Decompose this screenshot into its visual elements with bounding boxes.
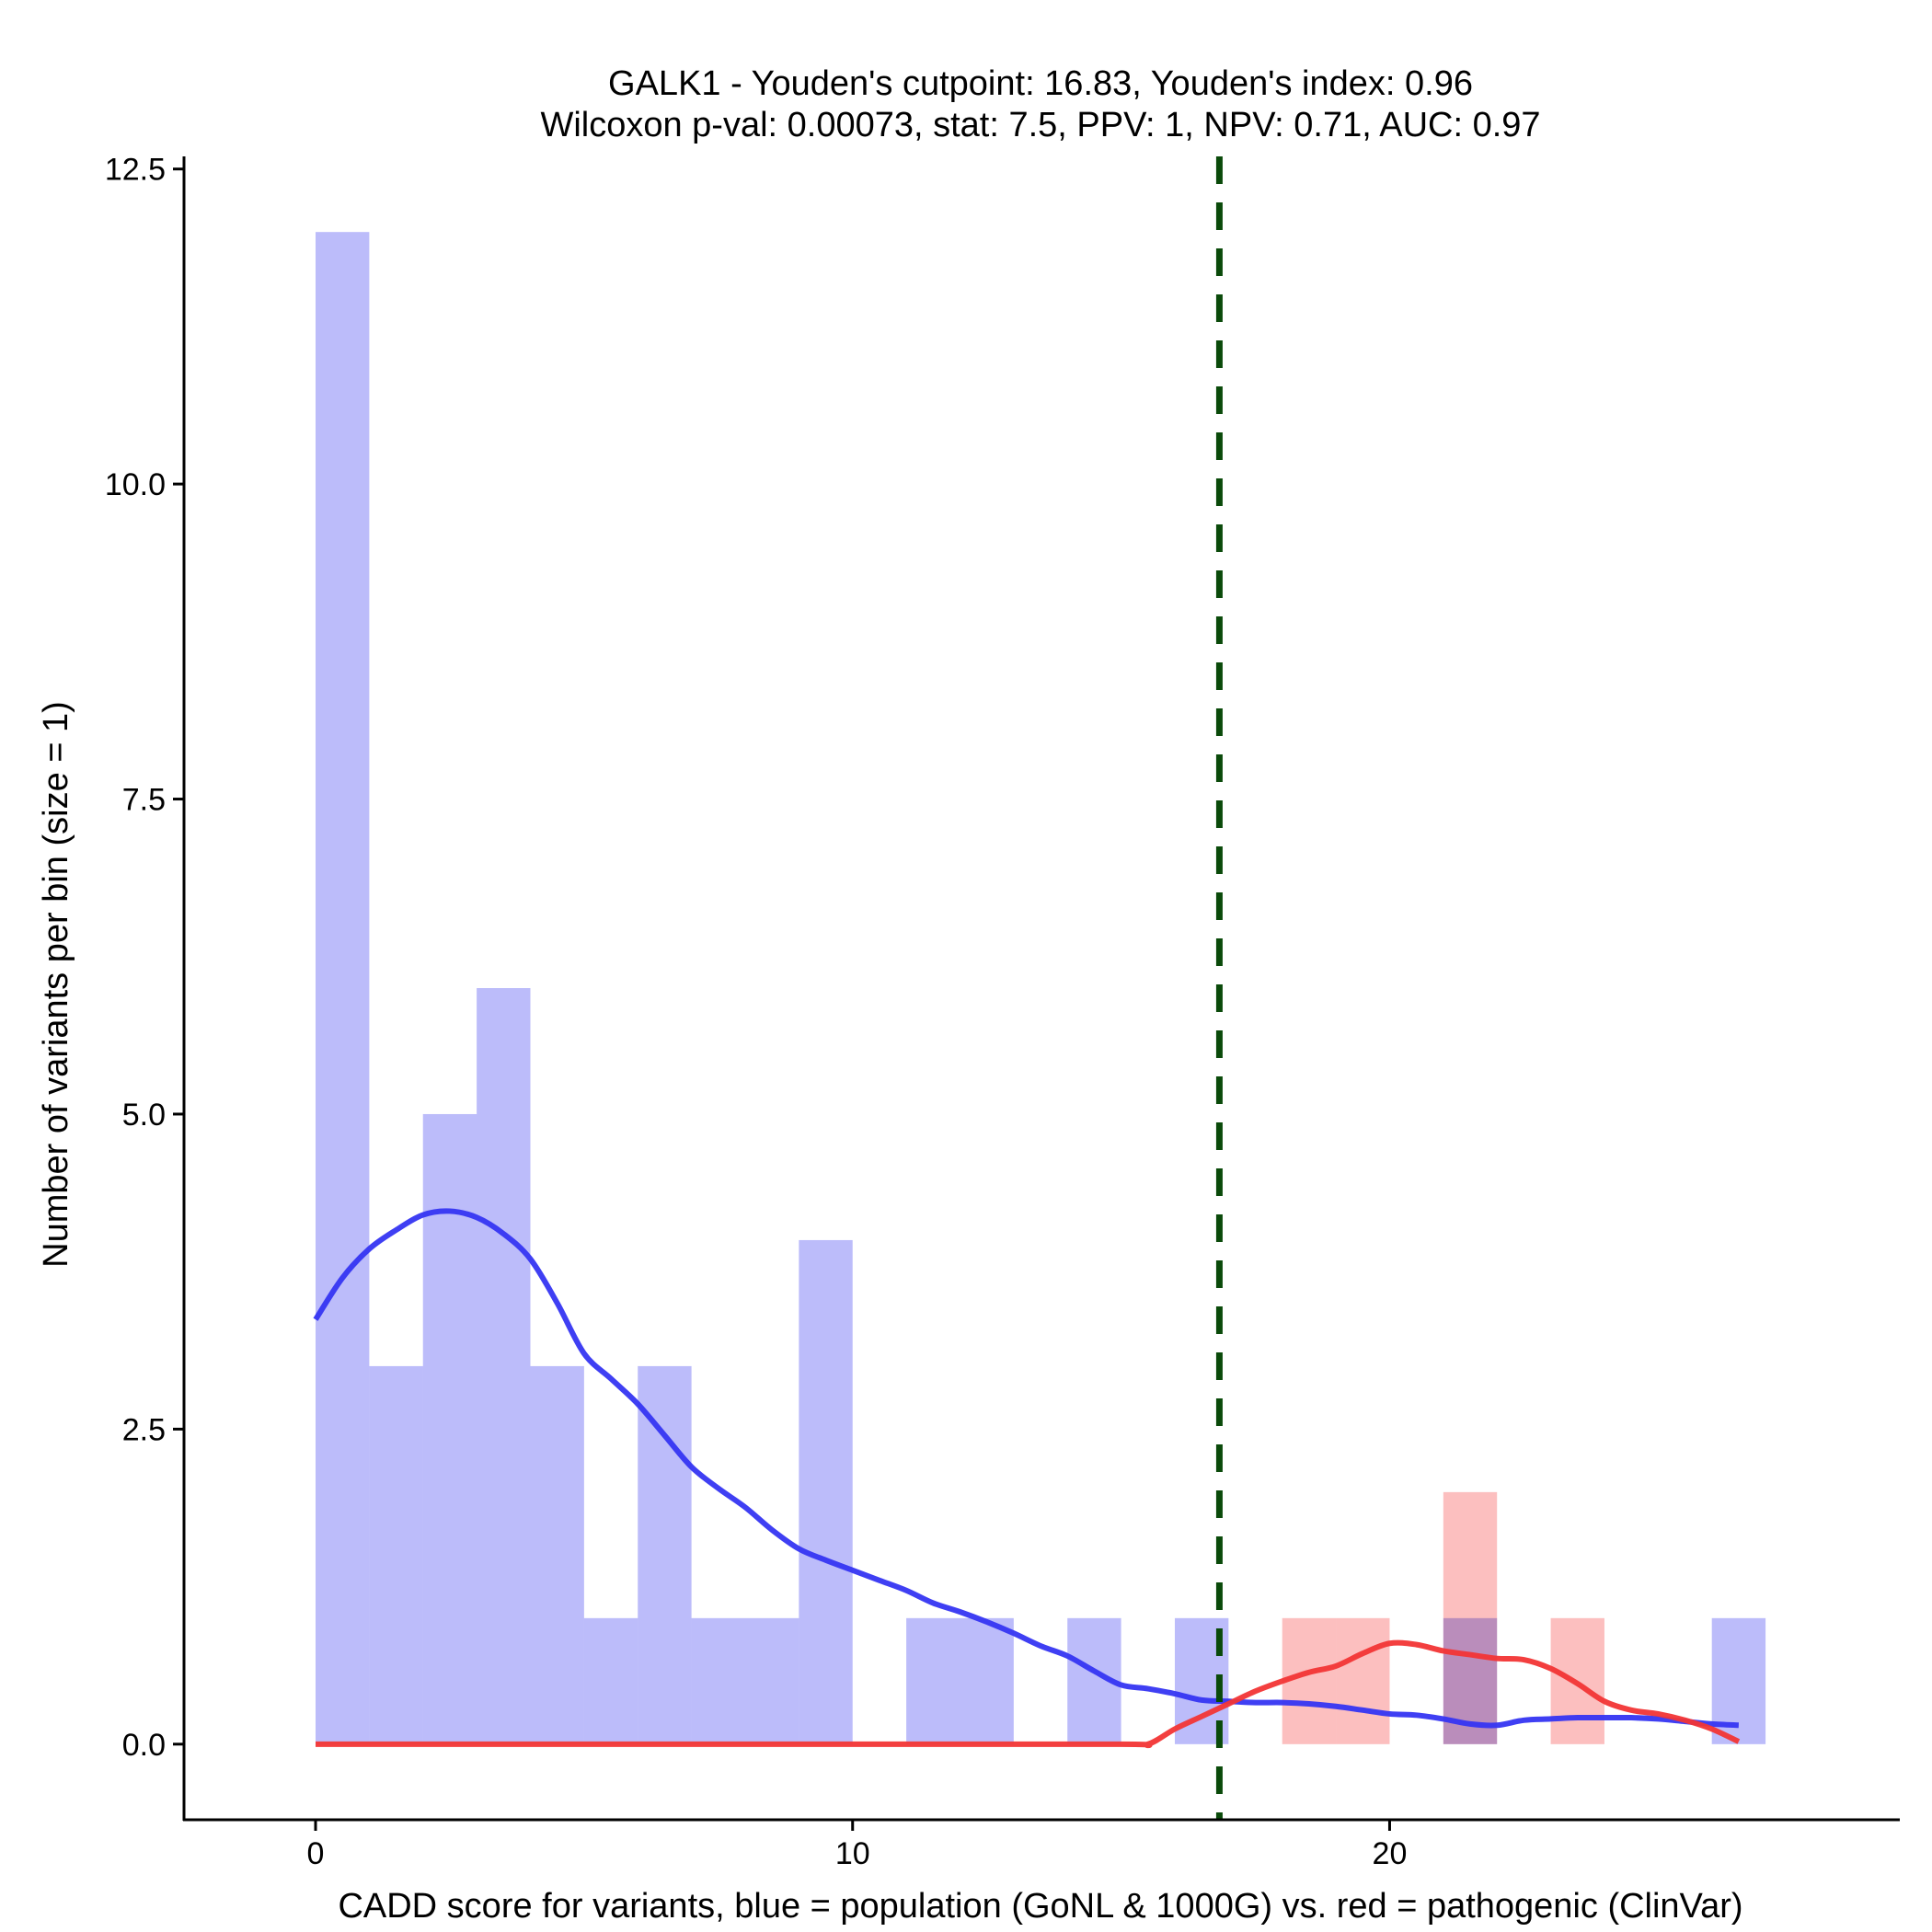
population-bar (422, 1113, 477, 1744)
x-tick-label: 0 (307, 1836, 325, 1871)
population-bar (906, 1617, 960, 1744)
density-lines-layer (313, 1208, 1741, 1749)
population-bar (744, 1617, 799, 1744)
population-bar (960, 1617, 1014, 1744)
population-bar (477, 988, 531, 1744)
population-bar (638, 1365, 692, 1744)
y-axis-label: Number of variants per bin (size = 1) (37, 701, 75, 1268)
chart-subtitle: Wilcoxon p-val: 0.00073, stat: 7.5, PPV:… (540, 106, 1540, 144)
y-tick-label: 10.0 (105, 467, 166, 502)
population-bar (530, 1365, 584, 1744)
bars-layer (316, 232, 1766, 1744)
pathogenic-bar (1282, 1617, 1337, 1744)
chart-title: GALK1 - Youden's cutpoint: 16.83, Youden… (608, 64, 1473, 103)
population-bar (583, 1617, 638, 1744)
ticks-layer: 0.0 2.5 5.0 7.5 10.0 12.5 0 10 20 (105, 153, 1408, 1871)
y-tick-label: 0.0 (122, 1728, 166, 1763)
x-tick-label: 10 (835, 1836, 870, 1871)
y-tick-label: 12.5 (105, 153, 166, 188)
population-bar (691, 1617, 745, 1744)
population-bar (799, 1239, 853, 1744)
x-axis-label: CADD score for variants, blue = populati… (338, 1887, 1742, 1926)
population-bar (316, 232, 370, 1744)
population-bar (369, 1365, 423, 1744)
y-tick-label: 7.5 (122, 783, 166, 818)
axes-layer (182, 156, 1900, 1822)
pathogenic-bar (1443, 1491, 1498, 1744)
population-density-line (313, 1208, 1740, 1729)
x-tick-label: 20 (1373, 1836, 1408, 1871)
y-tick-label: 5.0 (122, 1098, 166, 1133)
pathogenic-density-line (316, 1639, 1741, 1749)
pathogenic-bar (1336, 1617, 1390, 1744)
y-tick-label: 2.5 (122, 1412, 166, 1447)
